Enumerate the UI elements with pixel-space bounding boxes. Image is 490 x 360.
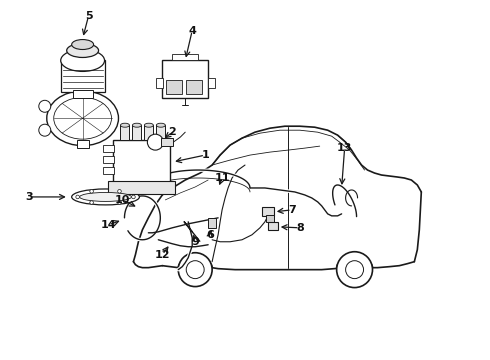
Circle shape [90, 189, 94, 193]
Ellipse shape [67, 44, 98, 58]
Bar [166, 80, 182, 94]
Bar [102, 167, 114, 174]
Bar [162, 60, 208, 98]
Text: 4: 4 [188, 26, 196, 36]
Circle shape [178, 253, 212, 287]
Text: 9: 9 [191, 237, 199, 247]
Circle shape [118, 189, 122, 193]
Ellipse shape [47, 91, 119, 146]
Bar [208, 218, 216, 228]
Bar [102, 156, 114, 163]
Text: 6: 6 [206, 230, 214, 240]
Ellipse shape [121, 123, 129, 127]
Circle shape [39, 100, 51, 112]
Bar [61, 60, 104, 92]
Text: 11: 11 [214, 173, 230, 183]
Text: 13: 13 [337, 143, 352, 153]
Ellipse shape [61, 50, 104, 71]
Text: 12: 12 [154, 250, 170, 260]
Bar [145, 125, 153, 140]
Text: 5: 5 [85, 11, 93, 21]
Bar [156, 125, 165, 140]
Bar [121, 125, 129, 140]
Text: 8: 8 [296, 223, 304, 233]
Text: 14: 14 [101, 220, 116, 230]
Bar [266, 215, 274, 222]
Circle shape [90, 201, 94, 204]
Ellipse shape [72, 189, 140, 205]
Bar [73, 90, 93, 98]
Ellipse shape [156, 123, 165, 127]
Circle shape [345, 261, 364, 279]
Text: 3: 3 [25, 192, 33, 202]
Ellipse shape [132, 123, 142, 127]
Ellipse shape [145, 123, 153, 127]
Circle shape [39, 124, 51, 136]
Text: 10: 10 [115, 195, 130, 205]
Text: 7: 7 [288, 205, 295, 215]
Circle shape [132, 195, 135, 199]
Bar [156, 78, 163, 88]
Circle shape [337, 252, 372, 288]
Text: 2: 2 [169, 127, 176, 137]
Circle shape [76, 195, 79, 199]
Bar [268, 222, 278, 230]
Bar [262, 207, 274, 216]
Circle shape [186, 261, 204, 279]
Ellipse shape [80, 193, 131, 201]
Bar [132, 125, 142, 140]
Circle shape [118, 201, 122, 204]
Ellipse shape [54, 97, 112, 139]
Text: 1: 1 [201, 150, 209, 160]
Bar [107, 181, 175, 194]
Bar [172, 54, 198, 60]
Ellipse shape [147, 134, 163, 150]
Bar [113, 140, 171, 182]
Ellipse shape [72, 40, 94, 50]
Bar [102, 145, 114, 152]
Bar [76, 140, 89, 148]
Bar [161, 138, 173, 146]
Bar [186, 80, 202, 94]
Bar [208, 78, 215, 88]
